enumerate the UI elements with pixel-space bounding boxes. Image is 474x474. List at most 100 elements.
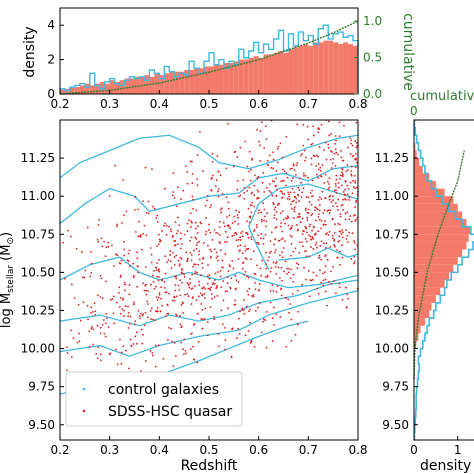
quasar-point [228, 214, 231, 217]
top-quasar-bar [233, 61, 239, 94]
quasar-point [239, 244, 242, 246]
quasar-point [341, 256, 344, 259]
right-quasar-bar [414, 287, 441, 296]
quasar-point [257, 212, 260, 214]
quasar-point [265, 220, 268, 223]
quasar-point [262, 318, 265, 321]
quasar-point [246, 165, 249, 168]
quasar-point [256, 226, 258, 229]
quasar-point [169, 260, 172, 263]
quasar-point [275, 210, 278, 213]
quasar-point [141, 314, 144, 317]
quasar-point [237, 281, 240, 283]
quasar-point [280, 191, 283, 193]
quasar-point [250, 192, 253, 195]
quasar-point [224, 253, 227, 255]
quasar-point [326, 304, 328, 307]
quasar-point [92, 343, 94, 346]
quasar-point [287, 271, 290, 274]
quasar-point [132, 343, 135, 345]
quasar-point [213, 229, 216, 231]
top-y2-tick-label: 0.5 [363, 51, 382, 65]
quasar-point [143, 224, 146, 227]
quasar-point [335, 174, 338, 177]
quasar-point [203, 292, 206, 295]
quasar-point [328, 196, 331, 198]
quasar-point [355, 142, 358, 144]
quasar-point [187, 295, 190, 298]
quasar-point [294, 333, 297, 336]
quasar-point [318, 218, 321, 221]
quasar-point [209, 231, 212, 234]
quasar-point [177, 259, 180, 262]
quasar-point [310, 157, 313, 160]
quasar-point [334, 245, 336, 248]
quasar-point [166, 303, 169, 306]
quasar-point [235, 209, 237, 212]
quasar-point [344, 218, 347, 221]
quasar-point [243, 273, 245, 276]
quasar-point [339, 250, 341, 253]
quasar-point [245, 258, 248, 260]
quasar-point [256, 189, 259, 191]
quasar-point [157, 279, 160, 282]
quasar-point [338, 286, 341, 289]
top-quasar-bar [69, 87, 75, 94]
quasar-point [276, 148, 279, 150]
quasar-point [330, 282, 333, 285]
quasar-point [190, 236, 193, 239]
quasar-point [210, 255, 212, 258]
quasar-point [253, 205, 256, 208]
quasar-point [152, 281, 155, 283]
quasar-point [218, 234, 221, 236]
quasar-point [207, 244, 209, 247]
quasar-point [234, 274, 237, 277]
quasar-point [324, 141, 327, 144]
quasar-point [281, 279, 284, 282]
quasar-point [168, 225, 170, 228]
quasar-point [200, 274, 202, 276]
quasar-point [118, 286, 121, 289]
quasar-point [335, 185, 337, 187]
quasar-point [199, 221, 202, 224]
quasar-point [211, 283, 214, 286]
quasar-point [325, 158, 328, 161]
quasar-point [128, 249, 131, 252]
quasar-point [186, 260, 189, 263]
quasar-point [298, 189, 301, 191]
quasar-point [109, 298, 112, 301]
quasar-point [309, 223, 312, 226]
quasar-point [328, 280, 330, 283]
right-y-ticks: 9.50 9.75 10.00 10.25 10.50 10.75 11.00 11.25 [375, 151, 418, 432]
quasar-point [137, 309, 140, 312]
top-x-ticks: 0.2 0.3 0.4 0.5 0.6 0.7 0.8 [50, 90, 368, 111]
quasar-point [230, 277, 233, 280]
quasar-point [310, 214, 313, 217]
quasar-point [310, 246, 312, 248]
top-quasar-bar [273, 52, 279, 94]
quasar-point [87, 318, 89, 321]
quasar-point [174, 355, 177, 358]
quasar-point [266, 159, 269, 162]
quasar-point [211, 174, 214, 177]
quasar-point [226, 276, 229, 279]
quasar-point [274, 262, 277, 265]
right-quasar-bar [414, 150, 417, 159]
quasar-point [158, 258, 161, 261]
quasar-point [277, 145, 280, 148]
quasar-point [190, 303, 193, 305]
quasar-point [151, 168, 153, 171]
quasar-point [291, 225, 294, 227]
quasar-point [196, 241, 199, 244]
quasar-point [158, 238, 161, 241]
quasar-point [90, 250, 92, 253]
quasar-point [290, 179, 293, 182]
quasar-point [306, 219, 309, 221]
quasar-point [246, 290, 249, 292]
quasar-point [216, 232, 219, 235]
quasar-point [205, 217, 207, 219]
top-quasar-bar [278, 51, 284, 94]
quasar-point [280, 180, 283, 183]
quasar-point [341, 244, 343, 247]
quasar-point [235, 233, 238, 236]
